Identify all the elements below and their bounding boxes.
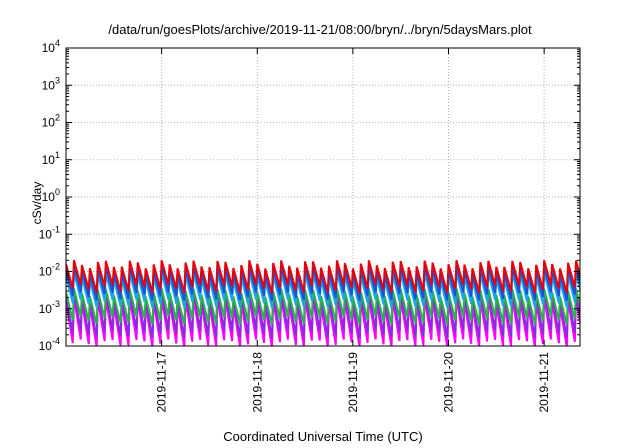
x-tick-label: 2019-11-18 [250,352,264,413]
y-tick-label: 10-2 [39,262,60,279]
x-tick-label: 2019-11-21 [537,352,551,413]
y-tick-label: 101 [42,150,60,167]
series-line [66,260,580,294]
y-tick-label: 103 [42,75,60,92]
y-tick-label: 10-1 [39,224,60,241]
y-tick-label: 10-4 [39,336,60,353]
y-tick-label: 102 [42,113,60,130]
x-tick-label: 2019-11-19 [346,352,360,413]
y-tick-label: 104 [42,38,60,55]
x-axis-label: Coordinated Universal Time (UTC) [223,429,423,444]
y-tick-label: 100 [42,187,60,204]
x-tick-label: 2019-11-20 [442,352,456,413]
series-group [66,260,580,346]
y-tick-label: 10-3 [39,299,60,316]
x-tick-label: 2019-11-17 [155,352,169,413]
chart-title: /data/run/goesPlots/archive/2019-11-21/0… [108,22,532,37]
y-axis-label: cSv/day [30,181,44,225]
